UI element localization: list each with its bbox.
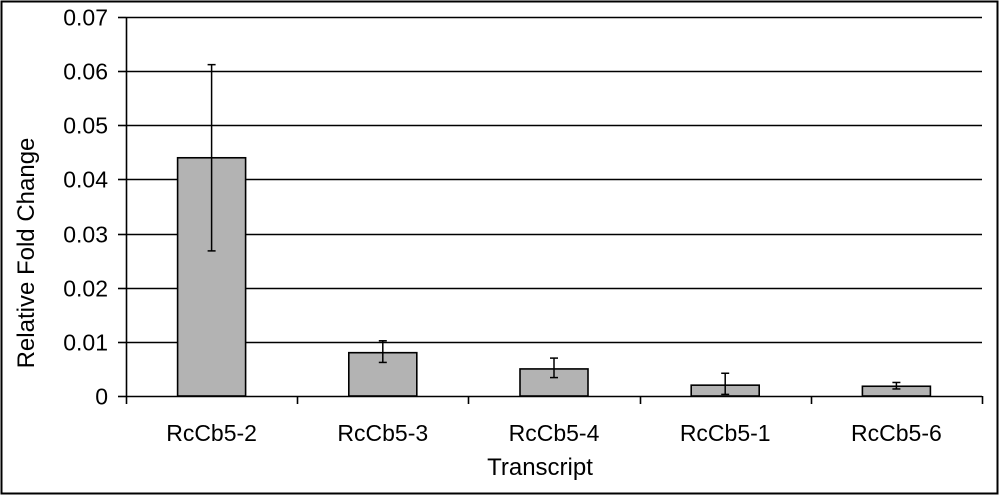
x-tick-label: RcCb5-4 [509,420,600,446]
y-tick-label: 0.05 [63,113,108,139]
gridlines [126,16,982,344]
error-bars [207,63,901,396]
y-tick-label: 0.06 [63,59,108,85]
x-tick-label: RcCb5-6 [851,420,942,446]
y-tick-label: 0 [95,384,108,410]
y-tick-label: 0.03 [63,222,108,248]
y-tick-label: 0.02 [63,276,108,302]
x-tick-label: RcCb5-2 [166,420,257,446]
y-axis-title: Relative Fold Change [13,138,40,369]
x-axis-title: Transcript [487,454,593,481]
y-tick-label: 0.04 [63,167,108,193]
x-tick-labels: RcCb5-2 RcCb5-3 RcCb5-4 RcCb5-1 RcCb5-6 [166,420,942,446]
y-tick-label: 0.01 [63,330,108,356]
y-tick-label: 0.07 [63,5,108,31]
y-tick-labels: 0 0.01 0.02 0.03 0.04 0.05 0.06 0.07 [63,5,108,410]
x-tick-label: RcCb5-1 [680,420,771,446]
x-tick-label: RcCb5-3 [337,420,428,446]
axes [118,16,984,404]
